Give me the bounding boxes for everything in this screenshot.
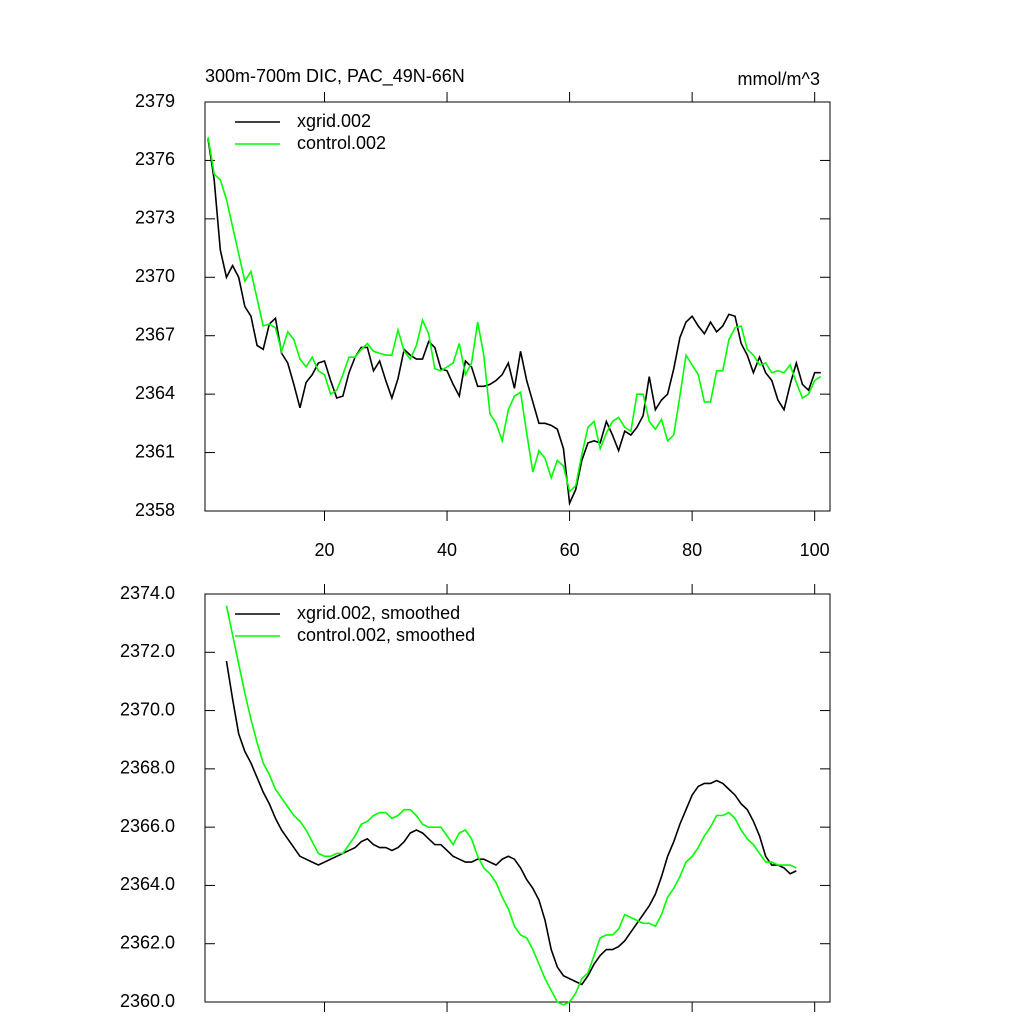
plot-frame — [204, 101, 831, 512]
legend-label: control.002, smoothed — [297, 625, 475, 645]
y-tick-label: 2366.0 — [120, 816, 175, 836]
y-tick-label: 2379 — [135, 91, 175, 111]
y-tick-label: 2361 — [135, 441, 175, 461]
legend-label: control.002 — [297, 133, 386, 153]
y-tick-label: 2370.0 — [120, 699, 175, 719]
legend-label: xgrid.002, smoothed — [297, 603, 460, 623]
y-tick-label: 2367 — [135, 324, 175, 344]
x-tick-label: 100 — [800, 540, 830, 560]
y-tick-label: 2370 — [135, 266, 175, 286]
data-line — [207, 136, 822, 494]
units-label: mmol/m^3 — [738, 69, 820, 89]
chart-title: 300m-700m DIC, PAC_49N-66N — [205, 66, 465, 87]
x-tick-label: 60 — [560, 540, 580, 560]
y-tick-label: 2376 — [135, 149, 175, 169]
y-tick-label: 2373 — [135, 208, 175, 228]
x-tick-label: 20 — [314, 540, 334, 560]
x-tick-label: 40 — [437, 540, 457, 560]
plot-frame — [204, 593, 831, 1003]
legend-label: xgrid.002 — [297, 111, 371, 131]
y-tick-label: 2374.0 — [120, 583, 175, 603]
y-tick-label: 2358 — [135, 500, 175, 520]
x-tick-label: 80 — [682, 540, 702, 560]
y-tick-label: 2364.0 — [120, 874, 175, 894]
y-tick-label: 2362.0 — [120, 932, 175, 952]
y-tick-label: 2364 — [135, 383, 175, 403]
data-line — [225, 660, 797, 986]
data-line — [225, 605, 797, 1006]
y-tick-label: 2360.0 — [120, 991, 175, 1011]
y-tick-label: 2372.0 — [120, 641, 175, 661]
data-line — [207, 138, 821, 507]
y-tick-label: 2368.0 — [120, 758, 175, 778]
